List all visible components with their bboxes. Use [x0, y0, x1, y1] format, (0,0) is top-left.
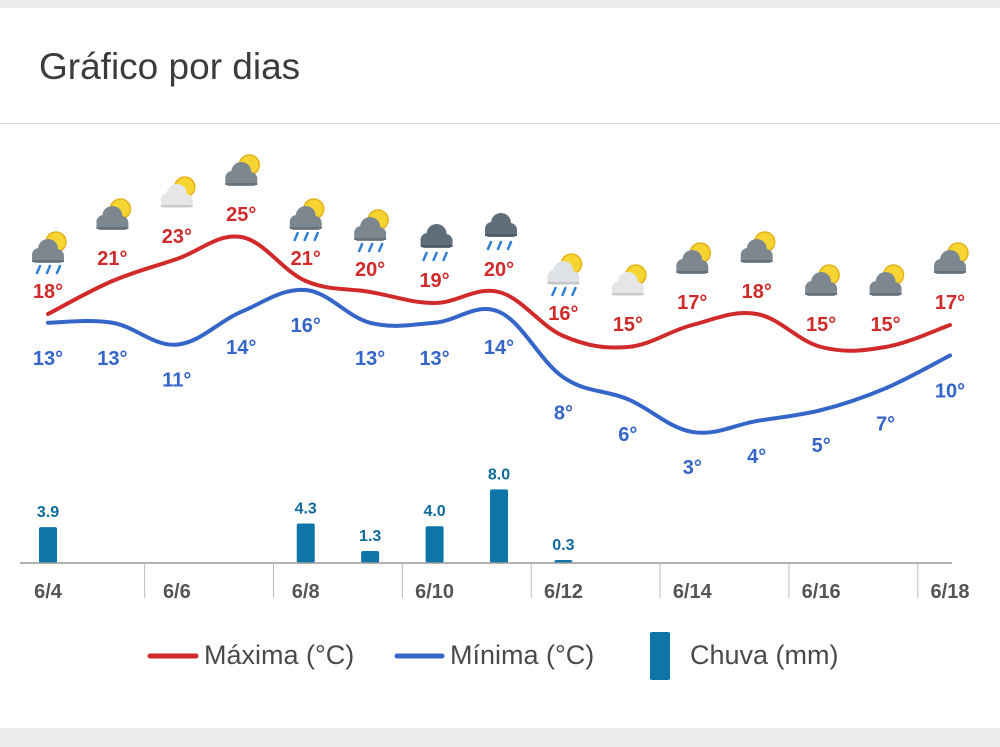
max-temp-label: 21°	[97, 248, 127, 270]
max-temp-label: 20°	[355, 259, 385, 281]
max-temp-label: 17°	[935, 292, 965, 314]
chart-legend: Máxima (°C) Mínima (°C) Chuva (mm)	[147, 632, 839, 680]
rain-bar	[361, 551, 380, 563]
max-temp-label: 25°	[226, 204, 256, 226]
light-rain-sunny-icon	[547, 253, 583, 297]
rain-bar	[39, 527, 57, 563]
max-temp-label: 16°	[548, 303, 578, 325]
partly-cloudy-icon	[676, 242, 712, 274]
rain-partly-cloudy-icon	[289, 198, 325, 242]
legend-min-label: Mínima (°C)	[450, 640, 594, 670]
mostly-sunny-icon	[611, 264, 647, 296]
max-temp-label: 18°	[33, 281, 63, 303]
max-temp-label: 15°	[613, 314, 643, 336]
min-temp-label: 13°	[419, 348, 449, 370]
min-temp-label: 6°	[618, 424, 637, 446]
partly-cloudy-icon	[805, 264, 840, 296]
max-temp-label: 17°	[677, 292, 707, 314]
chart-card: Gráfico por dias	[0, 8, 1000, 728]
max-temp-label: 20°	[484, 259, 514, 281]
card-header: Gráfico por dias	[0, 8, 1000, 124]
rain-bar	[296, 523, 315, 563]
max-temp-label: 15°	[870, 314, 900, 336]
partly-cloudy-icon	[869, 264, 905, 296]
min-temp-label: 13°	[33, 348, 63, 370]
partly-cloudy-icon	[934, 242, 969, 274]
min-temp-label: 16°	[291, 315, 321, 337]
partly-cloudy-icon	[96, 198, 132, 230]
rain-cloud-icon	[420, 224, 453, 262]
min-temp-label: 11°	[162, 370, 191, 392]
x-tick-label: 6/4	[34, 581, 63, 603]
rain-bar	[490, 489, 508, 563]
min-temp-label: 10°	[935, 381, 965, 403]
min-temp-label: 5°	[812, 435, 831, 457]
x-tick-label: 6/16	[802, 581, 841, 603]
rain-bar	[425, 526, 444, 563]
rain-label: 1.3	[359, 528, 381, 545]
max-temp-label: 18°	[742, 281, 772, 303]
min-temp-label: 14°	[484, 337, 514, 359]
min-temp-line	[46, 287, 952, 435]
partly-cloudy-icon	[225, 154, 261, 186]
rain-label: 8.0	[488, 466, 510, 483]
legend-rain-swatch	[650, 632, 670, 680]
x-tick-label: 6/6	[163, 581, 191, 603]
rain-label: 0.3	[552, 537, 574, 554]
rain-cloud-icon	[485, 213, 517, 251]
rain-partly-cloudy-icon	[32, 231, 67, 275]
max-temp-label: 19°	[419, 270, 449, 292]
min-temp-label: 4°	[747, 446, 766, 468]
min-temp-label: 13°	[97, 348, 127, 370]
max-temp-label: 15°	[806, 314, 836, 336]
partly-cloudy-icon	[740, 231, 776, 263]
x-tick-label: 6/12	[544, 581, 583, 603]
mostly-sunny-icon	[160, 176, 196, 208]
page-title: Gráfico por dias	[39, 46, 301, 87]
min-temp-label: 14°	[226, 337, 256, 359]
x-tick-label: 6/18	[931, 581, 970, 603]
x-tick-label: 6/8	[292, 581, 320, 603]
max-temp-label: 23°	[162, 226, 192, 248]
max-temp-line	[46, 234, 952, 353]
rain-partly-cloudy-icon	[354, 209, 389, 253]
rain-label: 4.3	[295, 500, 317, 517]
x-tick-label: 6/14	[673, 581, 713, 603]
legend-rain-label: Chuva (mm)	[690, 640, 839, 670]
rain-label: 4.0	[423, 503, 445, 520]
min-temp-label: 8°	[554, 402, 573, 424]
min-temp-label: 3°	[683, 457, 702, 479]
legend-max-label: Máxima (°C)	[204, 640, 354, 670]
x-tick-label: 6/10	[415, 581, 454, 603]
max-temp-label: 21°	[291, 248, 321, 270]
rain-label: 3.9	[37, 504, 59, 521]
min-temp-label: 7°	[876, 413, 895, 435]
min-temp-label: 13°	[355, 348, 385, 370]
